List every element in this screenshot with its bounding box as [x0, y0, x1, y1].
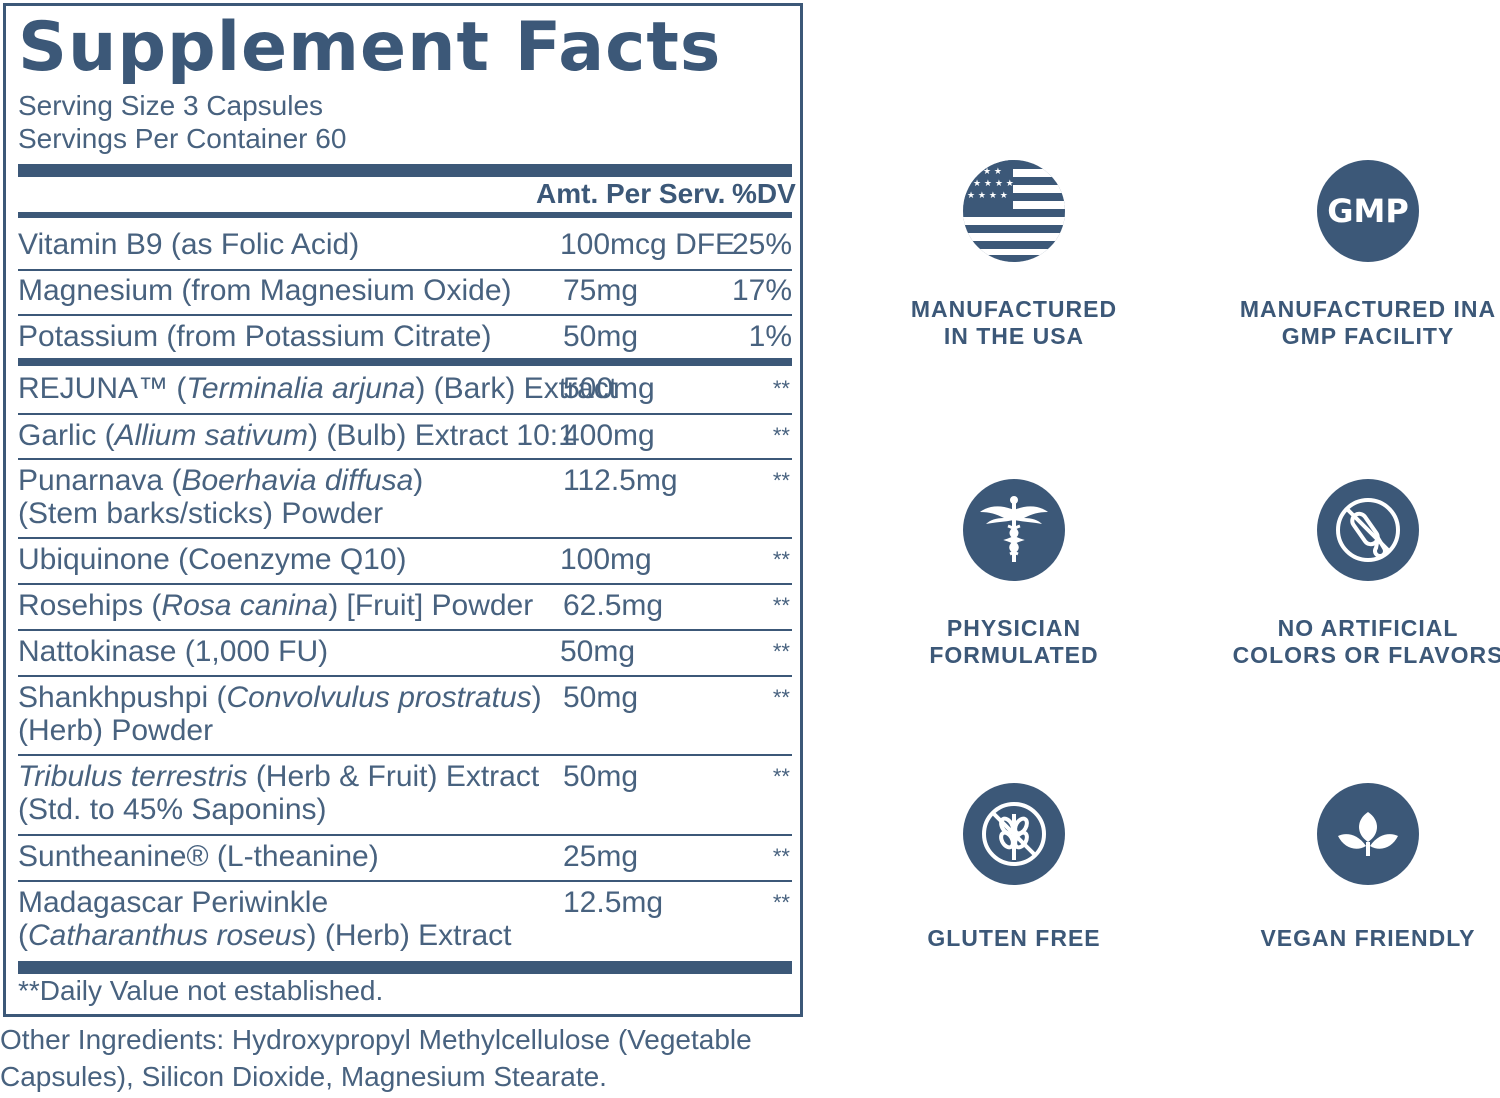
facts-title: Supplement Facts: [18, 8, 722, 87]
ingredient-name: Vitamin B9 (as Folic Acid): [18, 228, 360, 261]
badge-label: NO ARTIFICIAL COLORS OR FLAVORS: [1232, 615, 1500, 668]
badge-label: VEGAN FRIENDLY: [1260, 925, 1476, 951]
serving-size: Serving Size 3 Capsules: [18, 90, 324, 121]
ingredient-dv: **: [772, 547, 790, 572]
supplement-facts-panel: [3, 3, 803, 1017]
ingredient-name-line2: (Stem barks/sticks) Powder: [18, 497, 384, 530]
row-divider: [18, 269, 792, 271]
ingredient-name: Rosehips (Rosa canina) [Fruit] Powder: [18, 589, 534, 622]
leaf-icon: [1317, 783, 1419, 885]
ingredient-amount: 50mg: [560, 635, 636, 668]
badge-no-artificial: NO ARTIFICIAL COLORS OR FLAVORS: [1218, 479, 1500, 669]
ingredient-dv: 25%: [731, 228, 792, 261]
ingredient-name: REJUNA™ (Terminalia arjuna) (Bark) Extra…: [18, 372, 618, 405]
ingredient-amount: 75mg: [563, 274, 639, 307]
ingredient-name: Madagascar Periwinkle: [18, 886, 329, 919]
divider-header: [18, 212, 792, 218]
ingredient-name-line2: (Catharanthus roseus) (Herb) Extract: [18, 919, 512, 952]
gmp-icon: GMP: [1317, 160, 1419, 262]
svg-text:★ ★ ★ ★: ★ ★ ★ ★: [967, 191, 1008, 201]
ingredient-name: Magnesium (from Magnesium Oxide): [18, 274, 512, 307]
ingredient-amount: 50mg: [563, 760, 639, 793]
us-flag-icon: ★ ★ ★ ★ ★ ★ ★ ★ ★ ★: [963, 160, 1065, 262]
ingredient-name: Suntheanine® (L-theanine): [18, 840, 379, 873]
row-divider: [18, 314, 792, 316]
ingredient-dv: **: [772, 423, 790, 448]
ingredient-amount: 100mcg DFE: [560, 228, 736, 261]
ingredient-dv: **: [772, 844, 790, 869]
ingredient-name: Punarnava (Boerhavia diffusa): [18, 464, 424, 497]
column-header-dv: %DV: [732, 178, 796, 209]
servings-per-container: Servings Per Container 60: [18, 123, 347, 154]
ingredient-amount: 500mg: [563, 372, 655, 405]
ingredient-amount: 50mg: [563, 320, 639, 353]
divider-thick-bottom: [18, 961, 792, 974]
ingredient-amount: 400mg: [563, 419, 655, 452]
row-divider: [18, 675, 792, 677]
row-divider: [18, 834, 792, 836]
ingredient-name-line2: (Herb) Powder: [18, 714, 214, 747]
row-divider: [18, 754, 792, 756]
daily-value-footnote: **Daily Value not established.: [18, 975, 384, 1006]
badge-made-in-usa: ★ ★ ★ ★ ★ ★ ★ ★ ★ ★ MANUFACTURED IN THE U…: [864, 160, 1164, 350]
badge-physician: PHYSICIAN FORMULATED: [864, 479, 1164, 669]
ingredient-amount: 12.5mg: [563, 886, 664, 919]
row-divider: [18, 537, 792, 539]
svg-text:★ ★: ★ ★: [983, 167, 1002, 177]
ingredient-name: Tribulus terrestris (Herb & Fruit) Extra…: [18, 760, 540, 793]
ingredient-amount: 112.5mg: [563, 464, 678, 497]
other-ingredients-line2: Capsules), Silicon Dioxide, Magnesium St…: [0, 1061, 607, 1092]
ingredient-dv: **: [772, 593, 790, 618]
no-test-tube-icon: [1317, 479, 1419, 581]
no-wheat-icon: [963, 783, 1065, 885]
badge-gmp: GMP MANUFACTURED INA GMP FACILITY: [1218, 160, 1500, 350]
ingredient-name-line2: (Std. to 45% Saponins): [18, 793, 327, 826]
badge-label: MANUFACTURED INA GMP FACILITY: [1239, 296, 1497, 349]
badge-label: GLUTEN FREE: [927, 925, 1101, 951]
badge-label: MANUFACTURED IN THE USA: [910, 296, 1118, 349]
ingredient-dv: **: [772, 890, 790, 915]
ingredient-dv: **: [772, 376, 790, 401]
ingredient-name: Shankhpushpi (Convolvulus prostratus): [18, 681, 542, 714]
other-ingredients-line1: Other Ingredients: Hydroxypropyl Methylc…: [0, 1024, 752, 1055]
ingredient-name: Potassium (from Potassium Citrate): [18, 320, 492, 353]
row-divider: [18, 583, 792, 585]
badge-label: PHYSICIAN FORMULATED: [929, 615, 1099, 668]
ingredient-amount: 62.5mg: [563, 589, 664, 622]
divider-thick: [18, 164, 792, 177]
ingredient-amount: 25mg: [563, 840, 639, 873]
ingredient-dv: **: [772, 685, 790, 710]
row-divider: [18, 629, 792, 631]
ingredient-amount: 50mg: [563, 681, 639, 714]
row-divider: [18, 413, 792, 415]
row-divider: [18, 880, 792, 882]
ingredient-amount: 100mg: [560, 543, 652, 576]
caduceus-icon: [963, 479, 1065, 581]
row-divider: [18, 458, 792, 460]
ingredient-name: Garlic (Allium sativum) (Bulb) Extract 1…: [18, 419, 575, 452]
ingredient-name: Nattokinase (1,000 FU): [18, 635, 329, 668]
badge-gluten-free: GLUTEN FREE: [864, 783, 1164, 952]
svg-text:★ ★ ★ ★: ★ ★ ★ ★: [973, 179, 1014, 189]
ingredient-dv: 1%: [748, 320, 792, 353]
badge-vegan: VEGAN FRIENDLY: [1218, 783, 1500, 952]
divider-section: [18, 358, 792, 366]
ingredient-name: Ubiquinone (Coenzyme Q10): [18, 543, 407, 576]
column-header-amount: Amt. Per Serv.: [536, 178, 726, 209]
ingredient-dv: **: [772, 764, 790, 789]
ingredient-dv: **: [772, 468, 790, 493]
ingredient-dv: **: [772, 639, 790, 664]
ingredient-dv: 17%: [731, 274, 792, 307]
